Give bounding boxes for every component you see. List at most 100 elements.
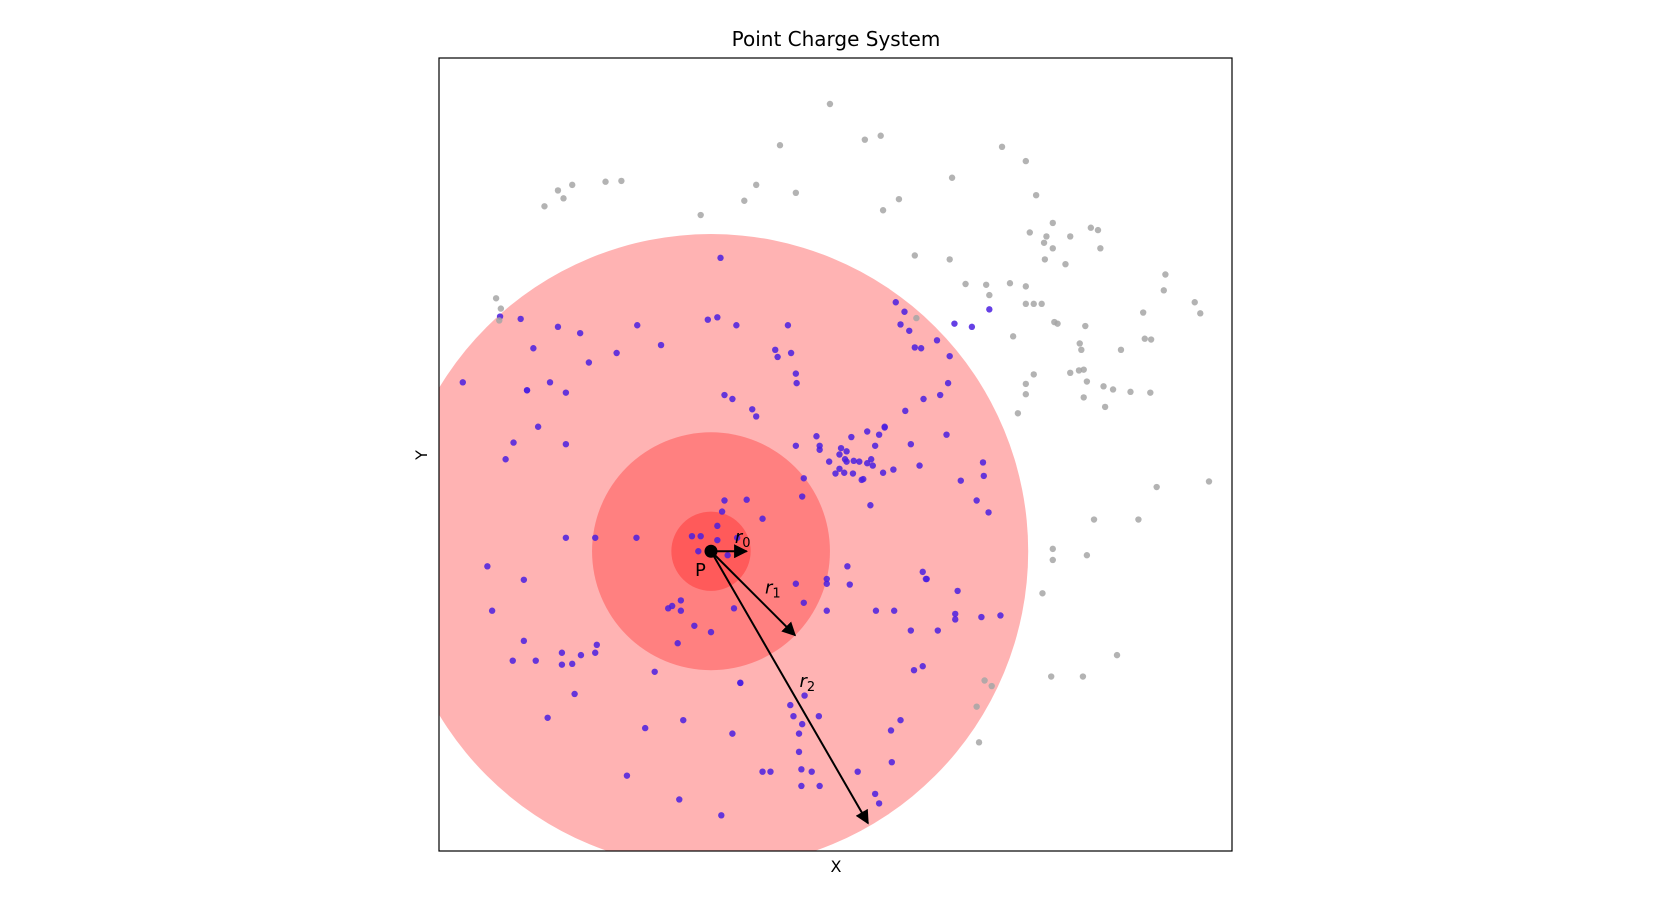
charge-point — [890, 466, 897, 473]
charge-point — [887, 727, 895, 734]
charge-point — [1040, 239, 1048, 246]
charge-point — [910, 666, 918, 674]
charge-point — [613, 349, 620, 357]
charge-point — [749, 406, 756, 413]
charge-point — [729, 395, 736, 403]
charge-point — [986, 291, 993, 299]
charge-point — [790, 712, 797, 720]
charge-point — [836, 465, 843, 472]
charge-point — [774, 353, 781, 361]
label-r0: r0 — [735, 527, 751, 551]
charge-point — [753, 181, 760, 189]
charge-point — [484, 563, 491, 570]
charge-point — [691, 622, 698, 629]
charge-point — [1032, 191, 1040, 199]
charge-point — [944, 379, 952, 387]
charge-point — [492, 295, 500, 302]
charge-point — [808, 768, 815, 775]
charge-point — [962, 280, 969, 288]
charge-point — [1101, 403, 1109, 411]
charge-point — [895, 195, 903, 203]
charge-point — [772, 346, 779, 354]
charge-point — [554, 187, 562, 194]
charge-point — [741, 197, 748, 204]
charge-point — [534, 423, 542, 430]
charge-point — [704, 316, 712, 323]
charge-point — [792, 580, 800, 587]
charge-point — [1049, 245, 1056, 252]
charge-point — [1162, 271, 1169, 278]
charge-point — [1009, 333, 1017, 340]
charge-point — [562, 389, 570, 396]
charge-point — [1090, 516, 1098, 523]
charge-points — [459, 100, 1213, 819]
charge-point — [1043, 233, 1050, 240]
charge-point — [871, 442, 879, 449]
charge-point — [801, 692, 808, 699]
charge-point — [844, 563, 851, 570]
charge-point — [784, 322, 792, 329]
charge-point — [826, 100, 834, 108]
charge-point — [1067, 369, 1074, 377]
charge-point — [816, 446, 823, 453]
charge-point — [714, 522, 721, 530]
charge-point — [864, 460, 871, 467]
charge-point — [1083, 378, 1091, 385]
charge-point — [973, 497, 980, 504]
charge-point — [1079, 673, 1087, 680]
charge-point — [517, 315, 524, 323]
charge-point — [923, 575, 930, 583]
charge-point — [729, 730, 736, 737]
charge-point — [998, 143, 1006, 151]
charge-point — [676, 796, 683, 803]
charge-point — [856, 458, 863, 465]
charge-point — [933, 337, 941, 344]
charge-point — [800, 599, 807, 606]
charge-point — [1022, 283, 1030, 290]
charge-point — [651, 668, 658, 675]
charge-point — [848, 433, 855, 441]
charge-point — [997, 612, 1004, 619]
charge-point — [920, 395, 927, 403]
charge-point — [879, 469, 887, 476]
charge-point — [854, 768, 861, 775]
charge-point — [1147, 336, 1155, 343]
charge-point — [823, 607, 830, 614]
charge-point — [911, 344, 918, 351]
charge-point — [1047, 673, 1055, 680]
charge-point — [1022, 380, 1030, 388]
charge-point — [733, 534, 741, 541]
charge-point — [837, 444, 845, 452]
charge-point — [520, 637, 528, 645]
charge-point — [737, 679, 744, 687]
charge-point — [1117, 346, 1125, 354]
charge-point — [677, 597, 685, 604]
charge-point — [541, 203, 548, 210]
charge-point — [907, 627, 915, 634]
charge-point — [978, 613, 985, 621]
charge-point — [913, 314, 920, 322]
charge-point — [562, 440, 570, 448]
chart-title: Point Charge System — [732, 27, 941, 51]
charge-point — [721, 391, 728, 399]
charge-point — [793, 379, 800, 387]
charge-point — [843, 448, 850, 455]
charge-point — [1051, 318, 1058, 326]
charge-point — [592, 534, 599, 541]
charge-point — [674, 640, 681, 647]
charge-point — [986, 306, 993, 313]
charge-point — [911, 252, 918, 259]
charge-point — [724, 552, 731, 559]
charge-point — [602, 178, 609, 185]
charge-point — [787, 349, 795, 357]
charge-point — [1049, 556, 1056, 564]
charge-point — [1097, 245, 1104, 252]
charge-point — [850, 457, 857, 465]
radius-arrows: r0 r1 r2 P — [695, 527, 869, 825]
charge-point — [1014, 410, 1022, 417]
charge-point — [560, 195, 567, 202]
charge-point — [592, 649, 599, 656]
charge-point — [1062, 260, 1069, 268]
charge-point — [813, 433, 820, 440]
charge-point — [795, 748, 803, 756]
